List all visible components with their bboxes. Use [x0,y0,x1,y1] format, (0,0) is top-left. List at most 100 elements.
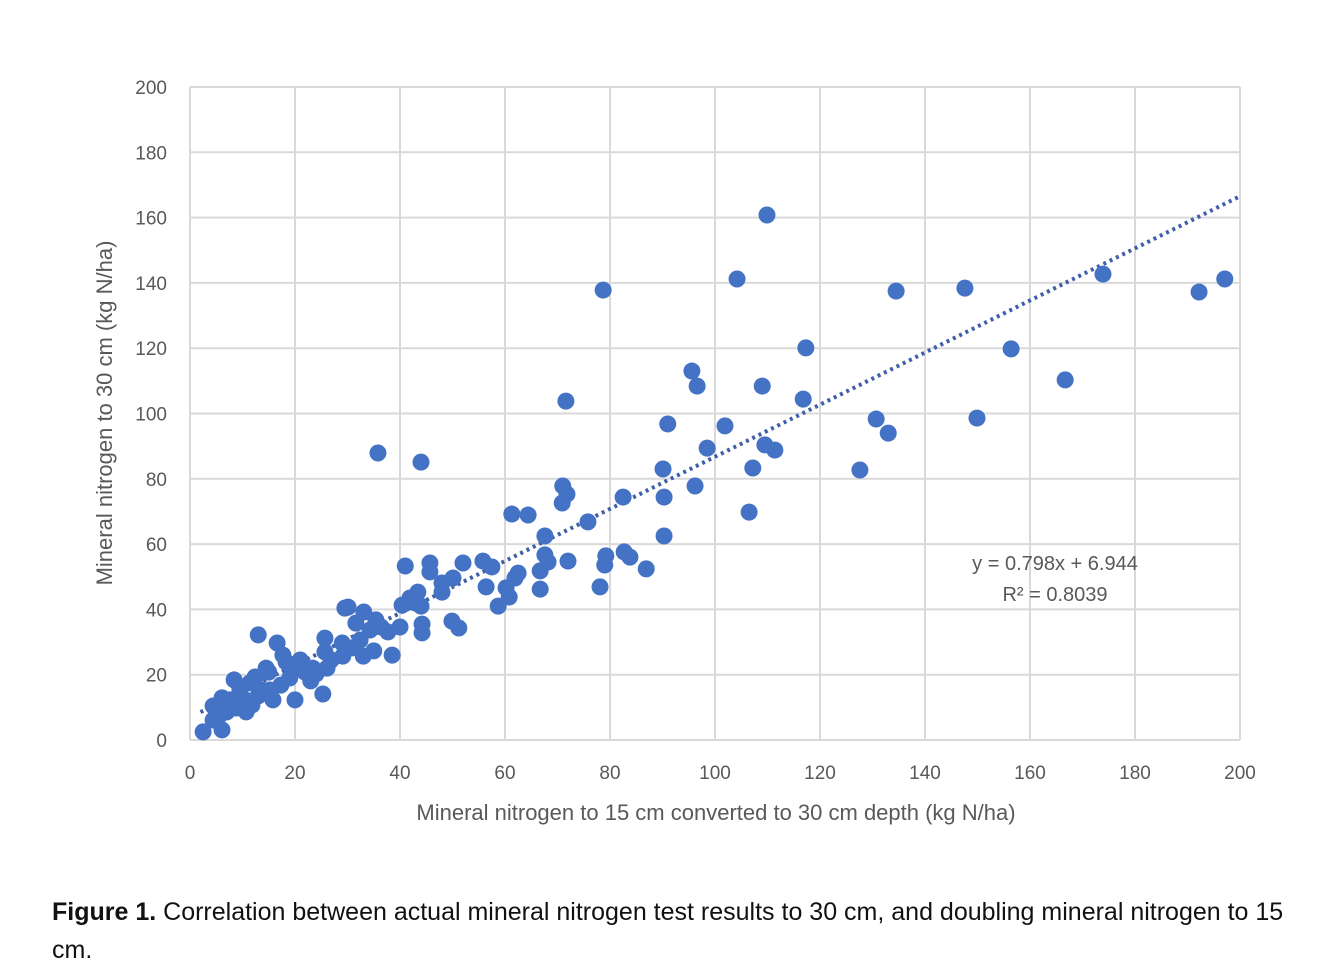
data-point [407,594,425,612]
x-axis-label: Mineral nitrogen to 15 cm converted to 3… [416,800,1015,825]
data-point [1002,340,1020,358]
data-point [213,721,231,739]
data-point [450,619,468,637]
data-point [531,562,549,580]
data-point [797,339,815,357]
data-point [744,459,762,477]
data-point [698,439,716,457]
y-tick-labels: 0 20 40 60 80 100 120 140 160 180 200 [135,78,167,752]
data-point [221,691,239,709]
data-point [655,527,673,545]
data-point [621,548,639,566]
caption-text: Correlation between actual mineral nitro… [52,898,1284,964]
x-tick-label: 200 [1224,763,1256,784]
data-point [307,665,325,683]
y-tick-label: 0 [156,731,167,752]
data-points [194,206,1234,741]
data-point [559,552,577,570]
data-point [766,441,784,459]
data-point [503,505,521,523]
data-point [339,598,357,616]
x-tick-label: 20 [284,763,305,784]
x-tick-label: 160 [1014,763,1046,784]
data-point [557,392,575,410]
y-tick-label: 100 [135,405,167,426]
data-point [851,461,869,479]
data-point [728,270,746,288]
data-point [412,453,430,471]
data-point [413,624,431,642]
x-tick-label: 60 [494,763,515,784]
data-point [383,646,401,664]
data-point [683,362,701,380]
data-point [596,556,614,574]
data-point [454,554,472,572]
data-point [1190,283,1208,301]
data-point [1056,371,1074,389]
data-point [277,653,295,671]
data-point [591,578,609,596]
data-point [253,681,271,699]
data-point [483,558,501,576]
data-point [257,659,275,677]
y-tick-label: 160 [135,209,167,230]
data-point [237,703,255,721]
data-point [688,377,706,395]
r-squared-label: R² = 0.8039 [1002,584,1107,606]
data-point [654,460,672,478]
data-point [433,583,451,601]
data-point [637,560,655,578]
y-tick-label: 40 [146,600,167,621]
data-point [249,626,267,644]
x-tick-label: 0 [185,763,196,784]
trendline [199,194,1241,714]
data-point [867,410,885,428]
x-tick-label: 140 [909,763,941,784]
data-point [536,527,554,545]
data-point [579,513,597,531]
data-point [887,282,905,300]
y-tick-label: 180 [135,143,167,164]
data-point [421,563,439,581]
caption-label: Figure 1. [52,898,157,926]
data-point [956,279,974,297]
trendline-equation: y = 0.798x + 6.944 [972,553,1138,575]
data-point [753,377,771,395]
data-point [519,506,537,524]
x-tick-label: 180 [1119,763,1151,784]
data-point [655,488,673,506]
data-point [314,685,332,703]
data-point [1094,265,1112,283]
data-point [794,390,812,408]
data-point [286,691,304,709]
data-point [477,578,495,596]
y-tick-label: 120 [135,339,167,360]
data-point [347,614,365,632]
data-point [553,494,571,512]
data-point [396,557,414,575]
data-point [1216,270,1234,288]
data-point [659,415,677,433]
data-point [716,417,734,435]
data-point [489,597,507,615]
data-point [194,723,212,741]
data-point [758,206,776,224]
data-point [354,647,372,665]
data-point [379,623,397,641]
x-tick-label: 40 [389,763,410,784]
x-tick-label: 100 [699,763,731,784]
y-tick-label: 80 [146,470,167,491]
data-point [686,477,704,495]
data-point [614,488,632,506]
y-tick-label: 20 [146,666,167,687]
data-point [316,629,334,647]
data-point [968,409,986,427]
data-point [369,444,387,462]
scatter-chart: 0 20 40 60 80 100 120 140 160 180 200 0 20 40 60 80 100… [92,78,1256,825]
data-point [879,424,897,442]
y-tick-label: 140 [135,274,167,295]
x-tick-label: 120 [804,763,836,784]
data-point [594,281,612,299]
x-tick-label: 80 [599,763,620,784]
y-axis-label: Mineral nitrogen to 30 cm (kg N/ha) [92,241,117,586]
